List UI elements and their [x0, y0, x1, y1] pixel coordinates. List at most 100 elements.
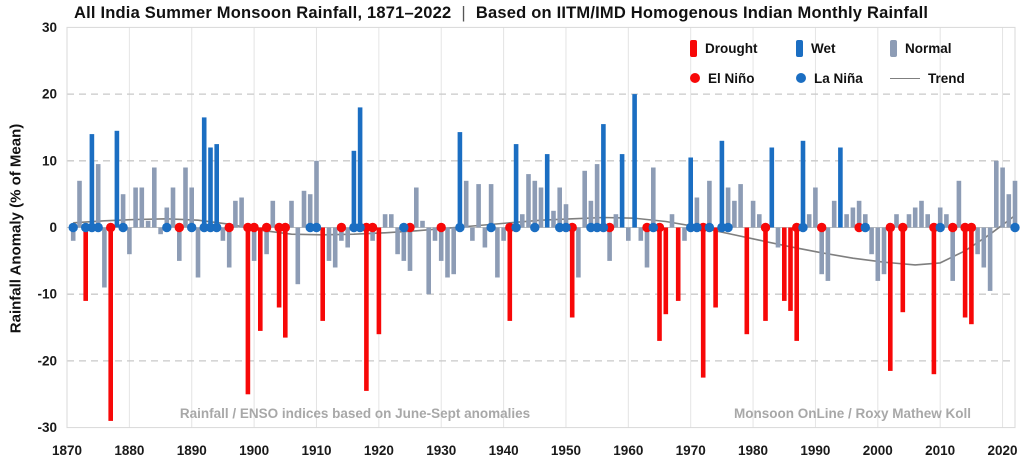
rainfall-bar-1888	[177, 227, 182, 261]
rainfall-bar-1896	[226, 227, 232, 268]
rainfall-bar-1904	[276, 227, 282, 308]
rainfall-bar-1998	[863, 214, 868, 228]
x-tick-2000: 2000	[863, 443, 893, 458]
rainfall-bar-2011	[944, 214, 949, 228]
rainfall-bar-1993	[831, 200, 837, 228]
rainfall-bar-2017	[981, 227, 987, 268]
rainfall-bar-1916	[351, 150, 357, 228]
normal-bar-swatch-icon	[890, 39, 897, 57]
legend-item-el-nino: El Niño	[690, 71, 796, 86]
x-tick-1920: 1920	[364, 443, 394, 458]
rainfall-bar-1921	[382, 214, 388, 228]
x-tick-2020: 2020	[988, 443, 1018, 458]
rainfall-bar-1917	[357, 107, 363, 228]
y-tick-30: 30	[42, 20, 57, 35]
rainfall-bar-1950	[563, 204, 569, 228]
rainfall-bar-1943	[520, 214, 525, 228]
rainfall-bar-1934	[463, 180, 469, 228]
el-nino-dot-2004	[898, 222, 908, 233]
rainfall-bar-1941	[507, 227, 513, 321]
rainfall-bar-1970	[688, 157, 693, 228]
rainfall-bar-1974	[713, 227, 718, 308]
rainfall-bar-1994	[838, 147, 843, 228]
rainfall-bar-1900	[251, 227, 257, 261]
legend-item-la-nina: La Niña	[796, 71, 890, 86]
rainfall-bar-2009	[931, 227, 937, 375]
rainfall-bar-1992	[825, 227, 831, 281]
el-nino-dot-1900	[249, 222, 259, 233]
el-nino-dot-1877	[106, 222, 116, 233]
rainfall-bar-1983	[769, 147, 775, 228]
rainfall-bar-1973	[707, 180, 712, 228]
rainfall-bar-1889	[183, 167, 188, 228]
rainfall-bar-1976	[725, 187, 731, 228]
rainfall-bar-1936	[476, 184, 481, 228]
rainfall-bar-1977	[732, 200, 737, 228]
rainfall-bar-1898	[239, 197, 244, 228]
rainfall-bar-1963	[644, 227, 650, 268]
rainfall-bar-1933	[457, 132, 463, 228]
footnote-left: Rainfall / ENSO indices based on June-Se…	[179, 406, 531, 421]
drought-bar-swatch-icon	[690, 39, 697, 57]
el-nino-dot-1905	[280, 222, 290, 233]
rainfall-bar-2008	[925, 214, 930, 228]
el-nino-dot-1930	[436, 222, 446, 233]
legend-label-trend: Trend	[928, 70, 965, 86]
rainfall-bar-1912	[326, 227, 332, 261]
rainfall-bar-1911	[320, 227, 325, 321]
chart-title-sub: Based on IITM/IMD Homogenous Indian Mont…	[475, 4, 929, 22]
rainfall-bar-2018	[987, 227, 993, 291]
rainfall-bar-1906	[289, 200, 294, 228]
rainfall-bar-1915	[345, 227, 350, 248]
rainfall-bar-1885	[158, 227, 163, 235]
rainfall-bar-1905	[283, 227, 288, 338]
rainfall-bar-1935	[470, 227, 475, 241]
rainfall-bar-1901	[258, 227, 263, 331]
rainfall-bar-1922	[389, 214, 394, 228]
la-nina-dot-1910	[311, 222, 322, 233]
legend-label-normal: Normal	[905, 40, 952, 56]
rainfall-bar-2006	[912, 207, 918, 228]
x-tick-1950: 1950	[551, 443, 581, 458]
legend-label-el-nino: El Niño	[708, 70, 755, 86]
el-nino-dot-1888	[174, 222, 184, 233]
rainfall-bar-1981	[757, 214, 762, 228]
x-tick-1900: 1900	[239, 443, 269, 458]
rainfall-bar-1892	[201, 117, 207, 228]
el-nino-dot-1982	[760, 222, 771, 233]
la-nina-dot-1924	[399, 222, 409, 233]
rainfall-bar-1884	[152, 167, 157, 228]
legend-label-la-nina: La Niña	[814, 70, 863, 86]
rainfall-bar-1980	[750, 200, 756, 228]
rainfall-bar-1999	[869, 227, 874, 255]
el-nino-dot-icon	[690, 73, 700, 83]
rainfall-bar-2016	[975, 227, 980, 255]
rainfall-bar-1945	[532, 180, 538, 228]
footnote-right: Monsoon OnLine / Roxy Mathew Koll	[733, 406, 971, 421]
rainfall-bar-1967	[669, 214, 675, 228]
y-tick-10: 10	[42, 153, 57, 168]
rainfall-bar-1890	[189, 187, 194, 228]
el-nino-dot-1896	[224, 222, 234, 233]
rainfall-bar-1925	[407, 227, 413, 271]
rainfall-bar-2007	[919, 200, 924, 228]
rainfall-bar-1939	[495, 227, 500, 278]
trend-line-icon	[890, 77, 920, 79]
rainfall-bar-1958	[613, 214, 619, 228]
rainfall-bar-1924	[401, 227, 407, 261]
x-tick-1930: 1930	[426, 443, 456, 458]
rainfall-bar-1891	[195, 227, 201, 278]
rainfall-bar-1883	[145, 220, 151, 228]
rainfall-bar-1928	[426, 227, 431, 295]
legend-item-wet: Wet	[796, 39, 890, 57]
rainfall-bar-1929	[432, 227, 438, 241]
rainfall-bar-1887	[170, 187, 176, 228]
rainfall-bar-1874	[89, 134, 95, 228]
rainfall-bar-2004	[900, 227, 906, 313]
la-nina-dot-1956	[598, 222, 609, 233]
rainfall-bar-1959	[619, 154, 625, 228]
la-nina-dot-1917	[355, 222, 365, 233]
rainfall-bar-1920	[376, 227, 382, 335]
la-nina-dot-icon	[796, 73, 806, 83]
rainfall-bar-2014	[962, 227, 968, 318]
